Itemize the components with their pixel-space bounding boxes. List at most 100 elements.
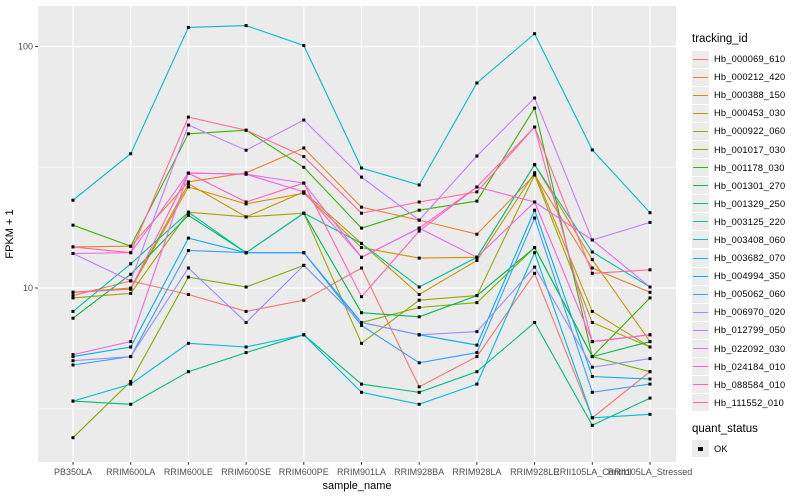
data-point xyxy=(360,205,363,209)
data-point xyxy=(648,345,652,349)
data-point xyxy=(648,296,652,300)
legend-key xyxy=(692,159,709,177)
legend-line-icon xyxy=(693,402,708,404)
data-point xyxy=(533,96,537,100)
data-point xyxy=(475,355,479,359)
data-point xyxy=(417,315,421,319)
data-point xyxy=(186,266,190,270)
legend-items: Hb_000069_610 Hb_000212_420 Hb_000388_150 H… xyxy=(692,50,798,412)
legend-line-icon xyxy=(693,257,708,259)
data-point xyxy=(648,382,652,386)
legend-item-label: Hb_001301_270 xyxy=(714,180,786,191)
data-point xyxy=(186,213,190,217)
legend-item: Hb_000069_610 xyxy=(692,50,798,68)
data-point xyxy=(360,382,363,386)
x-tick-label: RRIM901LA xyxy=(337,467,386,477)
data-point xyxy=(417,402,421,406)
legend-item: Hb_003682_070 xyxy=(692,249,798,267)
data-point xyxy=(533,173,537,177)
data-point xyxy=(590,238,594,242)
data-point xyxy=(244,202,248,206)
legend-key xyxy=(692,340,709,358)
data-point xyxy=(129,291,133,295)
data-point xyxy=(533,200,537,204)
legend-line-icon xyxy=(693,366,708,368)
data-point xyxy=(129,340,133,344)
data-point xyxy=(244,309,248,313)
x-axis-title: sample_name xyxy=(322,480,391,492)
legend-item: Hb_001329_250 xyxy=(692,195,798,213)
legend-item-label: Hb_000453_030 xyxy=(714,108,786,119)
y-axis-title: FPKM + 1 xyxy=(4,209,16,258)
data-point xyxy=(71,316,75,320)
data-point xyxy=(360,311,363,315)
x-tick-label: RRIM600PE xyxy=(279,467,329,477)
legend-item: Hb_024184_010 xyxy=(692,358,798,376)
data-point xyxy=(129,287,133,291)
legend-item: Hb_006970_020 xyxy=(692,303,798,321)
data-point xyxy=(648,370,652,374)
x-tick-label: PB350LA xyxy=(54,467,92,477)
data-point xyxy=(590,321,594,324)
data-point xyxy=(475,154,479,158)
legend-line-icon xyxy=(693,203,708,205)
data-point xyxy=(417,208,421,212)
data-point xyxy=(186,25,190,29)
legend-item: Hb_000922_060 xyxy=(692,122,798,140)
data-point xyxy=(417,226,421,230)
data-point xyxy=(302,211,306,215)
legend-title-tracking-id: tracking_id xyxy=(692,33,748,45)
data-point xyxy=(129,355,133,359)
data-point xyxy=(186,182,190,186)
data-point xyxy=(533,216,537,220)
data-point xyxy=(244,345,248,349)
legend-item-label: Hb_006970_020 xyxy=(714,307,786,318)
data-point xyxy=(244,285,248,289)
data-point xyxy=(71,223,75,227)
data-point xyxy=(129,272,133,276)
legend-line-icon xyxy=(693,311,708,313)
data-point xyxy=(186,171,190,175)
data-point xyxy=(417,218,421,222)
legend-item-label: Hb_000069_610 xyxy=(714,54,786,65)
ok-square-icon xyxy=(698,446,703,452)
data-point xyxy=(648,268,652,272)
legend-line-icon xyxy=(693,384,708,386)
data-point xyxy=(129,262,133,266)
data-point xyxy=(129,251,133,255)
data-point xyxy=(533,208,537,212)
data-point xyxy=(648,340,652,344)
x-tick-label: RRIM600SE xyxy=(221,467,271,477)
legend-key xyxy=(692,231,709,249)
data-point xyxy=(475,232,479,236)
legend-item: Hb_003125_220 xyxy=(692,213,798,231)
legend-key xyxy=(692,303,709,321)
data-point xyxy=(648,377,652,381)
legend-item: Hb_088584_010 xyxy=(692,376,798,394)
data-point xyxy=(475,301,479,305)
legend-line-icon xyxy=(693,112,708,114)
data-point xyxy=(475,185,479,189)
data-point xyxy=(244,351,248,355)
data-point xyxy=(648,333,652,337)
x-tick-label: RRIM600LE xyxy=(164,467,213,477)
data-point xyxy=(475,199,479,203)
legend-item: Hb_012799_050 xyxy=(692,321,798,339)
legend-item: Hb_111552_010 xyxy=(692,394,798,412)
data-point xyxy=(71,399,75,403)
data-point xyxy=(71,294,75,298)
data-point xyxy=(417,298,421,302)
data-point xyxy=(475,351,479,355)
legend-key xyxy=(692,86,709,104)
legend-key xyxy=(692,376,709,394)
data-point xyxy=(417,361,421,365)
data-point xyxy=(590,271,594,275)
legend-key xyxy=(692,213,709,231)
data-point xyxy=(533,32,537,36)
legend-item-quant-ok: OK xyxy=(692,440,798,458)
legend-item: Hb_004994_350 xyxy=(692,267,798,285)
data-point xyxy=(244,148,248,152)
data-point xyxy=(244,24,248,28)
legend-line-icon xyxy=(693,130,708,132)
